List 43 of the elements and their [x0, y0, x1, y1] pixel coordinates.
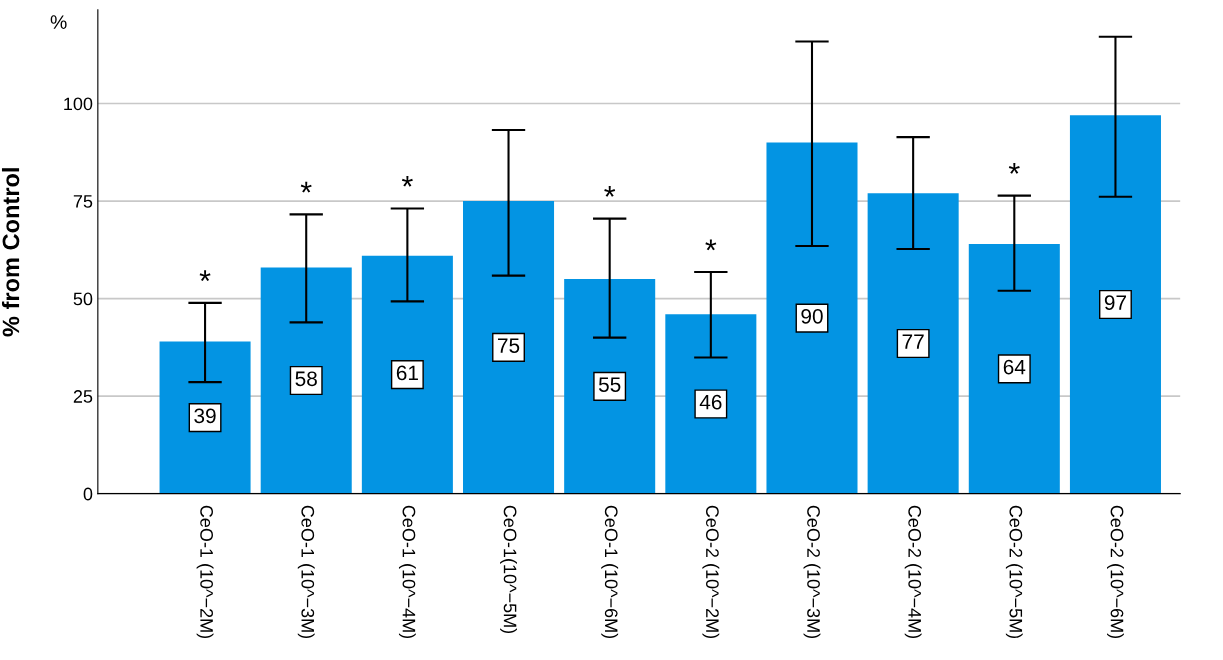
bar [564, 279, 656, 494]
annotation: * [300, 181, 312, 193]
x-tick-label: CeO-1 (10^−4M) [398, 505, 416, 639]
bar [361, 255, 453, 494]
x-tick-label: CeO-1(10^−5M) [500, 505, 517, 634]
annotation: * [401, 175, 413, 187]
bar [968, 243, 1060, 494]
data-label: 55 [598, 377, 621, 392]
x-tick-label: CeO-2 (10^−6M) [1107, 505, 1124, 639]
data-label: 46 [699, 394, 722, 410]
data-label: 39 [194, 408, 216, 424]
bar [665, 314, 757, 494]
data-label: 97 [1104, 295, 1126, 311]
x-tick-label: CeO-1 (10^−6M) [601, 505, 619, 639]
bar [260, 267, 352, 494]
x-tick-label: CeO-1 (10^−2M) [196, 505, 214, 639]
data-label: 90 [801, 308, 823, 324]
data-label: 75 [498, 338, 520, 353]
bar [159, 341, 251, 494]
x-tick-label: CeO-1 (10^−3M) [297, 505, 315, 639]
data-label: 58 [295, 371, 317, 387]
bar [766, 142, 858, 494]
x-tick-label: CeO-2 (10^−5M) [1005, 505, 1023, 639]
data-label: 61 [396, 365, 418, 381]
y-tick-label: 100 [64, 97, 93, 111]
y-tick-label: 50 [73, 292, 93, 306]
y-axis-title: % from Control [1, 168, 20, 337]
y-tick-label: 0 [83, 487, 93, 501]
y-tick-label: 75 [73, 195, 93, 208]
x-tick-label: CeO-2 (10^−3M) [803, 505, 821, 639]
bar [867, 193, 959, 494]
x-tick-label: CeO-2 (10^−4M) [904, 505, 922, 639]
x-tick-label: CeO-2 (10^−2M) [702, 505, 720, 639]
bar [463, 201, 555, 494]
annotation: * [604, 186, 616, 197]
annotation: * [199, 270, 211, 282]
data-label: 77 [902, 334, 924, 349]
y-tick-label: 25 [73, 390, 93, 403]
annotation: * [705, 239, 717, 251]
bar [1069, 115, 1161, 494]
text: % [50, 15, 67, 29]
data-label: 64 [1003, 359, 1026, 375]
annotation: * [1008, 163, 1020, 174]
